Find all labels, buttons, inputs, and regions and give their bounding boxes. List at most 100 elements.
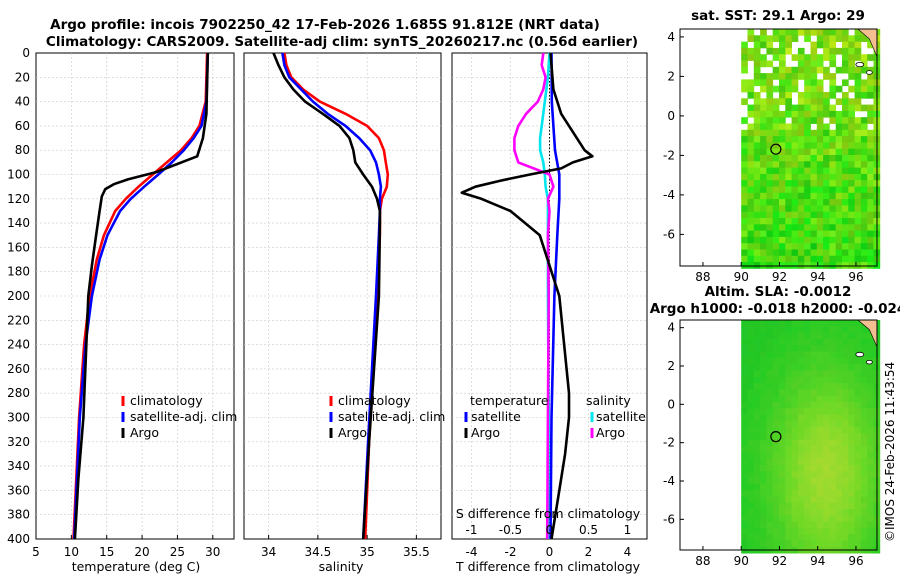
map-cell <box>816 54 824 61</box>
map-cell <box>810 464 818 472</box>
map-cell <box>842 142 849 150</box>
x-tick-label: 30 <box>205 545 220 559</box>
map-cell <box>842 332 849 340</box>
map-cell <box>816 29 824 36</box>
map-cell <box>829 161 837 168</box>
map-cell <box>741 236 748 244</box>
map-cell <box>741 148 748 156</box>
map-cell <box>779 427 786 434</box>
map-cell <box>785 515 792 522</box>
map-cell <box>804 414 811 422</box>
map-cell <box>747 173 755 181</box>
map-cell <box>816 483 824 491</box>
map-cell <box>779 180 786 187</box>
map-cell <box>842 408 849 415</box>
map-cell <box>753 243 761 250</box>
map-cell <box>747 401 755 409</box>
map-cell <box>823 98 830 105</box>
map-cell <box>848 414 855 422</box>
map-cell <box>848 110 855 118</box>
map-cell <box>772 414 780 422</box>
map-cell <box>804 357 811 365</box>
map-cell <box>741 161 748 168</box>
map-cell <box>848 395 855 403</box>
map-cell <box>810 230 818 238</box>
map-cell <box>753 73 761 80</box>
map-cell <box>810 502 818 510</box>
map-cell <box>867 167 874 175</box>
map-cell <box>753 236 761 244</box>
map-cell <box>835 98 843 105</box>
map-cell <box>854 236 862 244</box>
map-cell <box>753 148 761 156</box>
map-cell <box>816 205 824 213</box>
map-cell <box>797 439 805 447</box>
map-cell <box>860 117 868 124</box>
map-cell <box>810 224 818 231</box>
map-cell <box>823 540 830 548</box>
map-cell <box>760 85 767 93</box>
map-cell <box>747 161 755 168</box>
map-cell <box>810 155 818 162</box>
map-cell <box>804 123 811 131</box>
map-cell <box>804 262 811 269</box>
map-cell <box>791 427 799 434</box>
map-cell <box>785 395 792 403</box>
map-cell <box>867 66 874 74</box>
map-cell <box>854 383 862 390</box>
map-cell <box>823 41 830 49</box>
map-cell <box>797 338 805 346</box>
map-cell <box>816 540 824 548</box>
map-cell <box>823 35 830 42</box>
map-cell <box>804 395 811 403</box>
map-x-tick-label: 92 <box>772 554 787 568</box>
map-cell <box>860 515 868 522</box>
map-cell <box>810 515 818 522</box>
map-cell <box>766 148 774 156</box>
map-cell <box>772 452 780 459</box>
map-y-tick-label: -4 <box>663 474 675 488</box>
map-x-tick-label: 94 <box>810 270 825 284</box>
map-cell <box>854 199 862 206</box>
map-cell <box>753 142 761 150</box>
map-cell <box>848 249 855 257</box>
map-cell <box>829 85 837 93</box>
map-cell <box>766 521 774 529</box>
map-cell <box>842 205 849 213</box>
map-cell <box>747 483 755 491</box>
map-cell <box>867 218 874 225</box>
map-cell <box>760 452 767 459</box>
map-cell <box>779 370 786 378</box>
map-cell <box>810 452 818 459</box>
map-cell <box>829 446 837 453</box>
map-cell <box>823 320 830 327</box>
map-cell <box>867 452 874 459</box>
map-cell <box>854 142 862 150</box>
map-cell <box>842 243 849 250</box>
map-cell <box>829 142 837 150</box>
map-cell <box>835 389 843 396</box>
map-cell <box>816 218 824 225</box>
map-cell <box>779 540 786 548</box>
y-tick-label: 400 <box>7 532 30 546</box>
map-cell <box>835 224 843 231</box>
map-cell <box>848 471 855 478</box>
map-cell <box>772 502 780 510</box>
map-cell <box>760 211 767 219</box>
map-cell <box>816 452 824 459</box>
map-cell <box>829 420 837 428</box>
map-cell <box>867 509 874 516</box>
map-cell <box>867 502 874 510</box>
map-cell <box>760 73 767 80</box>
map-cell <box>829 205 837 213</box>
map-cell <box>816 136 824 143</box>
map-cell <box>760 427 767 434</box>
map-cell <box>772 129 780 137</box>
map-cell <box>797 98 805 105</box>
map-cell <box>772 477 780 485</box>
map-cell <box>867 117 874 124</box>
map-cell <box>860 490 868 497</box>
map-cell <box>741 401 748 409</box>
map-y-tick-label: -4 <box>663 188 675 202</box>
map-cell <box>772 389 780 396</box>
